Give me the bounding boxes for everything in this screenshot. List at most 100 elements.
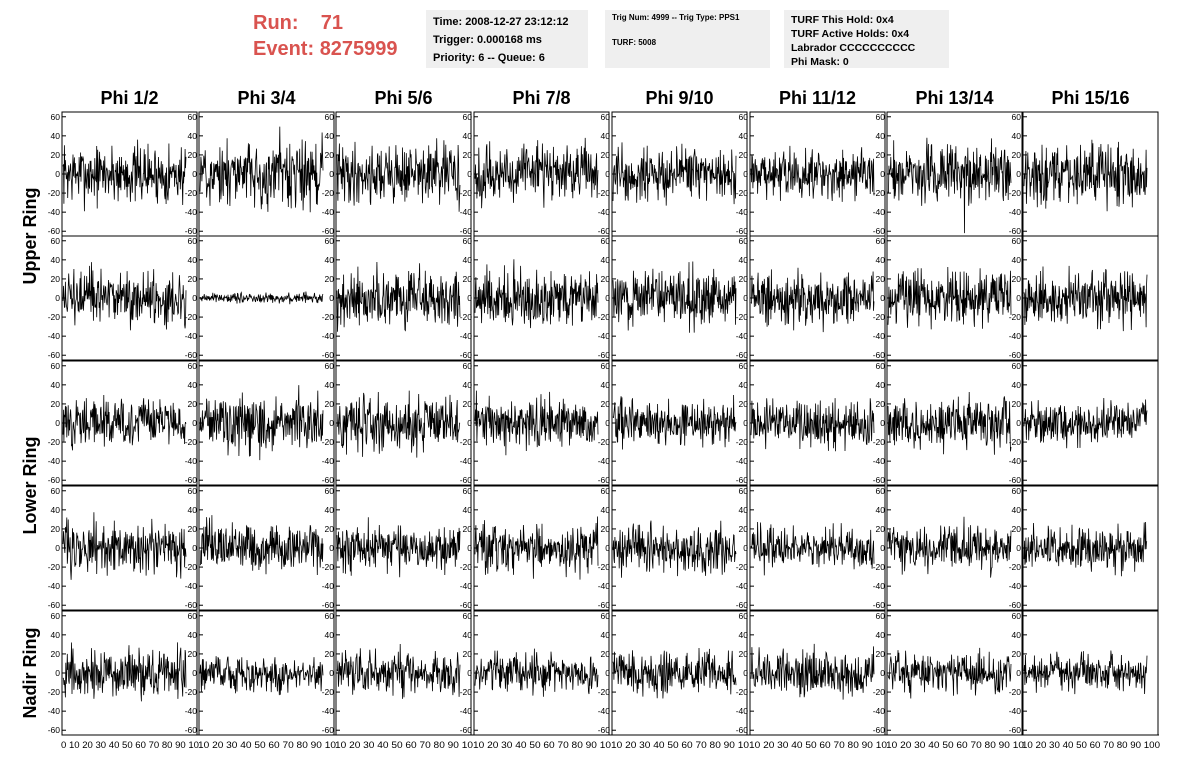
y-tick-label: 40 [325, 380, 335, 390]
run-event-box: Run: 71 Event: 8275999 [253, 10, 398, 62]
y-tick-label: -20 [322, 437, 335, 447]
y-tick-label: 20 [601, 649, 611, 659]
y-tick-label: 60 [51, 236, 61, 246]
y-tick-label: 60 [601, 361, 611, 371]
panel-frame [61, 111, 198, 237]
y-tick-label: -20 [1009, 687, 1022, 697]
time-info-box: Time: 2008-12-27 23:12:12 Trigger: 0.000… [426, 10, 588, 68]
y-tick-label: 20 [463, 649, 473, 659]
y-tick-label: -20 [1009, 312, 1022, 322]
y-tick-label: -60 [736, 475, 749, 485]
y-tick-label: 20 [188, 649, 198, 659]
y-tick-label: -40 [48, 456, 61, 466]
y-tick-label: 0 [1016, 293, 1021, 303]
run-label: Run: [253, 12, 299, 34]
y-tick-label: -40 [322, 207, 335, 217]
y-tick-label: 60 [1012, 236, 1022, 246]
turf-this-hold-text: TURF This Hold: 0x4 [791, 14, 894, 26]
y-tick-label: 0 [743, 169, 748, 179]
y-tick-label: -40 [873, 207, 886, 217]
y-tick-label: -60 [873, 350, 886, 360]
y-tick-label: -20 [1009, 188, 1022, 198]
y-tick-label: 60 [463, 361, 473, 371]
waveform-trace [750, 398, 875, 452]
event-label: Event: [253, 38, 315, 60]
y-tick-label: -20 [873, 312, 886, 322]
y-tick-label: -60 [873, 600, 886, 610]
y-tick-label: 20 [51, 399, 61, 409]
y-tick-label: 0 [880, 543, 885, 553]
y-tick-label: 40 [463, 255, 473, 265]
y-tick-label: 40 [325, 255, 335, 265]
y-tick-label: -60 [736, 350, 749, 360]
y-tick-label: -20 [48, 188, 61, 198]
y-tick-label: 40 [601, 380, 611, 390]
y-tick-label: -60 [185, 350, 198, 360]
y-tick-label: 20 [739, 274, 749, 284]
y-tick-label: 0 [880, 418, 885, 428]
y-tick-label: 20 [188, 399, 198, 409]
y-tick-label: -20 [873, 687, 886, 697]
y-tick-label: -60 [1009, 350, 1022, 360]
y-tick-label: 20 [51, 150, 61, 160]
waveform-trace [612, 647, 737, 699]
y-tick-label: 60 [463, 236, 473, 246]
trigger-text: Trigger: 0.000168 ms [433, 34, 542, 46]
column-header: Phi 1/2 [100, 88, 158, 108]
labrador-text: Labrador CCCCCCCCCC [791, 42, 916, 54]
y-tick-label: -60 [873, 475, 886, 485]
y-tick-label: -60 [322, 226, 335, 236]
trig-num-text: Trig Num: 4999 -- Trig Type: PPS1 [612, 13, 740, 22]
waveform-trace [62, 262, 187, 331]
y-tick-label: 0 [329, 543, 334, 553]
y-tick-label: 20 [325, 649, 335, 659]
y-tick-label: -60 [48, 725, 61, 735]
y-tick-label: -60 [1009, 600, 1022, 610]
y-tick-label: 40 [739, 505, 749, 515]
y-tick-label: 60 [188, 236, 198, 246]
y-tick-label: 40 [1012, 630, 1022, 640]
x-tick-labels: 0 10 20 30 40 50 60 70 80 90 10 [61, 740, 199, 751]
y-tick-label: -20 [48, 437, 61, 447]
y-tick-label: 20 [739, 399, 749, 409]
y-tick-label: -20 [460, 437, 473, 447]
y-tick-label: -40 [736, 456, 749, 466]
waveform-trace [750, 267, 875, 333]
y-tick-label: -20 [460, 312, 473, 322]
y-tick-label: -20 [873, 562, 886, 572]
y-tick-label: -20 [185, 437, 198, 447]
waveform-trace [199, 656, 324, 696]
y-tick-label: 0 [329, 668, 334, 678]
y-tick-label: 20 [463, 399, 473, 409]
y-tick-label: 20 [739, 649, 749, 659]
y-tick-label: 40 [188, 131, 198, 141]
y-tick-label: -60 [460, 226, 473, 236]
run-number: 71 [320, 12, 344, 34]
waveform-trace [199, 126, 324, 213]
column-header: Phi 9/10 [645, 88, 713, 108]
waveform-trace [336, 390, 461, 458]
y-tick-label: -40 [185, 581, 198, 591]
y-tick-label: -40 [736, 581, 749, 591]
y-tick-label: 0 [743, 293, 748, 303]
y-tick-label: 0 [880, 293, 885, 303]
waveform-trace [612, 520, 737, 578]
y-tick-label: 0 [192, 418, 197, 428]
y-tick-label: -40 [48, 331, 61, 341]
y-tick-label: 60 [739, 112, 749, 122]
x-tick-labels: 10 20 30 40 50 60 70 80 90 10 [335, 740, 473, 751]
y-tick-label: 20 [188, 524, 198, 534]
y-tick-label: -20 [185, 188, 198, 198]
y-tick-label: -60 [48, 350, 61, 360]
panel-frame [473, 111, 610, 237]
turf-text: TURF: 5008 [612, 38, 657, 47]
y-tick-label: -40 [873, 456, 886, 466]
y-tick-label: -60 [598, 725, 611, 735]
waveform-trace [474, 648, 599, 697]
y-tick-label: 60 [1012, 112, 1022, 122]
y-tick-label: 20 [325, 150, 335, 160]
y-tick-label: -60 [48, 226, 61, 236]
y-tick-label: 60 [325, 611, 335, 621]
y-tick-label: -20 [736, 312, 749, 322]
ring-label: Lower Ring [20, 437, 40, 535]
